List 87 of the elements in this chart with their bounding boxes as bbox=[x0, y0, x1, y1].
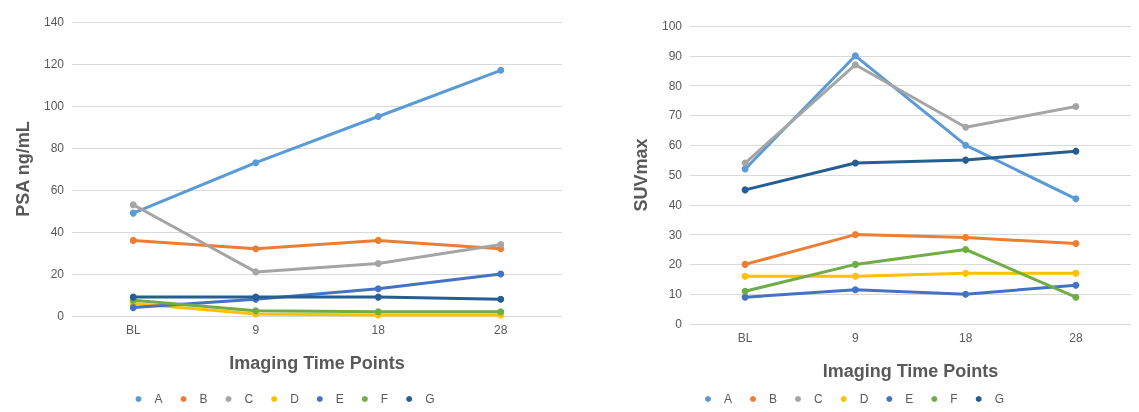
point bbox=[1072, 281, 1080, 289]
y-tick-label: 100 bbox=[43, 99, 65, 113]
point bbox=[1072, 147, 1080, 155]
point bbox=[497, 66, 505, 74]
point bbox=[851, 286, 859, 294]
point bbox=[374, 236, 382, 244]
point bbox=[1072, 195, 1080, 203]
point bbox=[741, 186, 749, 194]
x-tick-label: 28 bbox=[1069, 331, 1083, 345]
x-tick-label: BL bbox=[737, 331, 753, 345]
y-tick-label: 100 bbox=[661, 19, 683, 33]
y-tick-label: 10 bbox=[668, 287, 683, 302]
point bbox=[1072, 102, 1080, 110]
y-tick-label: 60 bbox=[668, 138, 683, 153]
legend-label: C bbox=[814, 392, 823, 406]
y-tick-label: 20 bbox=[50, 267, 65, 281]
legend-label: E bbox=[335, 392, 344, 406]
point bbox=[252, 159, 260, 167]
legend-label: B bbox=[199, 392, 208, 406]
point bbox=[962, 290, 970, 298]
point bbox=[374, 285, 382, 293]
legend-label: D bbox=[859, 392, 869, 406]
x-tick-label: 28 bbox=[494, 323, 508, 337]
y-tick-label: 90 bbox=[668, 48, 683, 63]
point bbox=[851, 260, 859, 268]
point bbox=[129, 209, 137, 217]
point bbox=[851, 61, 859, 69]
x-axis-title: Imaging Time Points bbox=[822, 361, 999, 381]
point bbox=[851, 272, 859, 280]
y-axis-title: PSA ng/mL bbox=[13, 121, 33, 217]
legend-label: F bbox=[380, 392, 389, 406]
point bbox=[374, 260, 382, 267]
point bbox=[129, 236, 137, 244]
point bbox=[741, 272, 749, 280]
x-tick-label: BL bbox=[125, 323, 141, 337]
point bbox=[741, 287, 749, 295]
point bbox=[1072, 293, 1080, 301]
y-tick-label: 50 bbox=[668, 168, 683, 182]
point bbox=[962, 141, 970, 149]
legend-label: F bbox=[950, 392, 958, 406]
y-tick-label: 140 bbox=[43, 15, 65, 29]
legend-label: E bbox=[905, 392, 914, 406]
point bbox=[851, 231, 859, 239]
point bbox=[962, 123, 970, 131]
y-tick-label: 0 bbox=[675, 317, 683, 331]
point bbox=[962, 156, 970, 164]
y-tick-label: 70 bbox=[668, 108, 683, 123]
point bbox=[1072, 269, 1080, 277]
y-axis-title: SUVmax bbox=[631, 138, 651, 212]
point bbox=[129, 304, 137, 312]
point bbox=[374, 113, 382, 120]
legend-label: G bbox=[994, 392, 1005, 406]
y-tick-label: 0 bbox=[57, 309, 65, 323]
x-axis-title: Imaging Time Points bbox=[229, 353, 405, 373]
y-tick-label: 60 bbox=[50, 183, 65, 197]
point bbox=[962, 269, 970, 277]
point bbox=[497, 241, 505, 249]
point bbox=[1072, 240, 1080, 248]
y-tick-label: 80 bbox=[668, 78, 683, 93]
legend-label: B bbox=[769, 392, 778, 406]
legend-label: G bbox=[425, 392, 435, 406]
point bbox=[741, 260, 749, 268]
y-tick-label: 30 bbox=[668, 227, 683, 242]
point bbox=[851, 52, 859, 60]
point bbox=[252, 245, 260, 253]
legend-label: D bbox=[290, 392, 300, 406]
point bbox=[497, 295, 505, 303]
y-tick-label: 20 bbox=[668, 257, 683, 272]
point bbox=[741, 159, 749, 167]
point bbox=[374, 293, 382, 301]
y-tick-label: 80 bbox=[50, 141, 65, 155]
y-tick-label: 120 bbox=[43, 57, 65, 71]
x-tick-label: 9 bbox=[852, 331, 860, 345]
point bbox=[497, 270, 505, 278]
legend-label: A bbox=[154, 392, 163, 406]
point bbox=[962, 246, 970, 253]
legend-label: A bbox=[724, 392, 733, 406]
x-tick-label: 18 bbox=[371, 323, 386, 337]
point bbox=[129, 201, 137, 209]
point bbox=[252, 268, 260, 276]
y-tick-label: 40 bbox=[50, 225, 65, 239]
point bbox=[851, 159, 859, 167]
y-tick-label: 40 bbox=[668, 197, 683, 212]
x-tick-label: 9 bbox=[252, 323, 260, 337]
x-tick-label: 18 bbox=[958, 331, 973, 345]
point bbox=[962, 234, 970, 242]
legend-label: C bbox=[244, 392, 254, 406]
